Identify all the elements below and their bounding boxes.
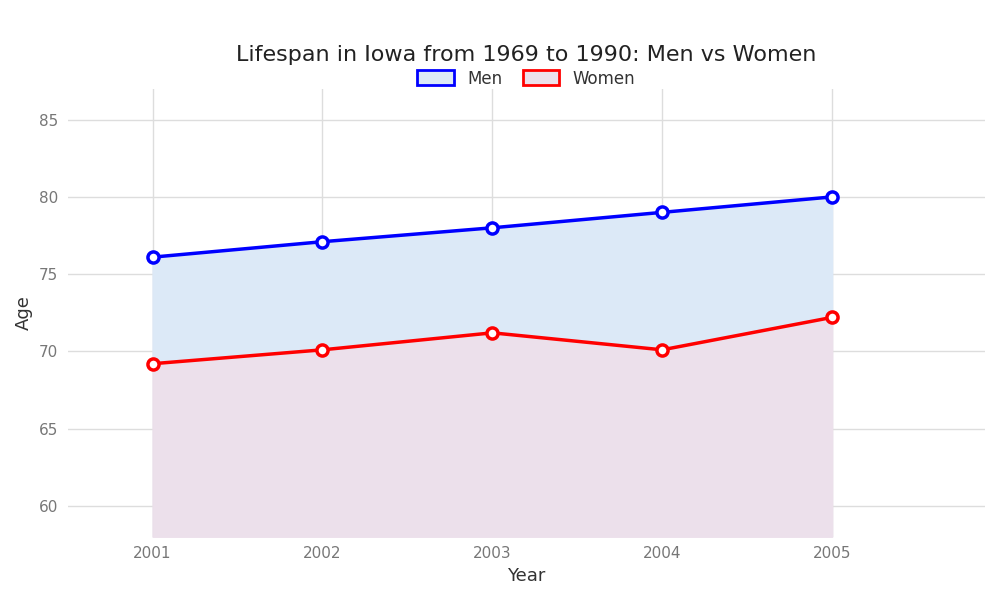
Y-axis label: Age: Age — [15, 295, 33, 330]
Title: Lifespan in Iowa from 1969 to 1990: Men vs Women: Lifespan in Iowa from 1969 to 1990: Men … — [236, 45, 817, 65]
Legend: Men, Women: Men, Women — [409, 61, 644, 96]
X-axis label: Year: Year — [507, 567, 546, 585]
